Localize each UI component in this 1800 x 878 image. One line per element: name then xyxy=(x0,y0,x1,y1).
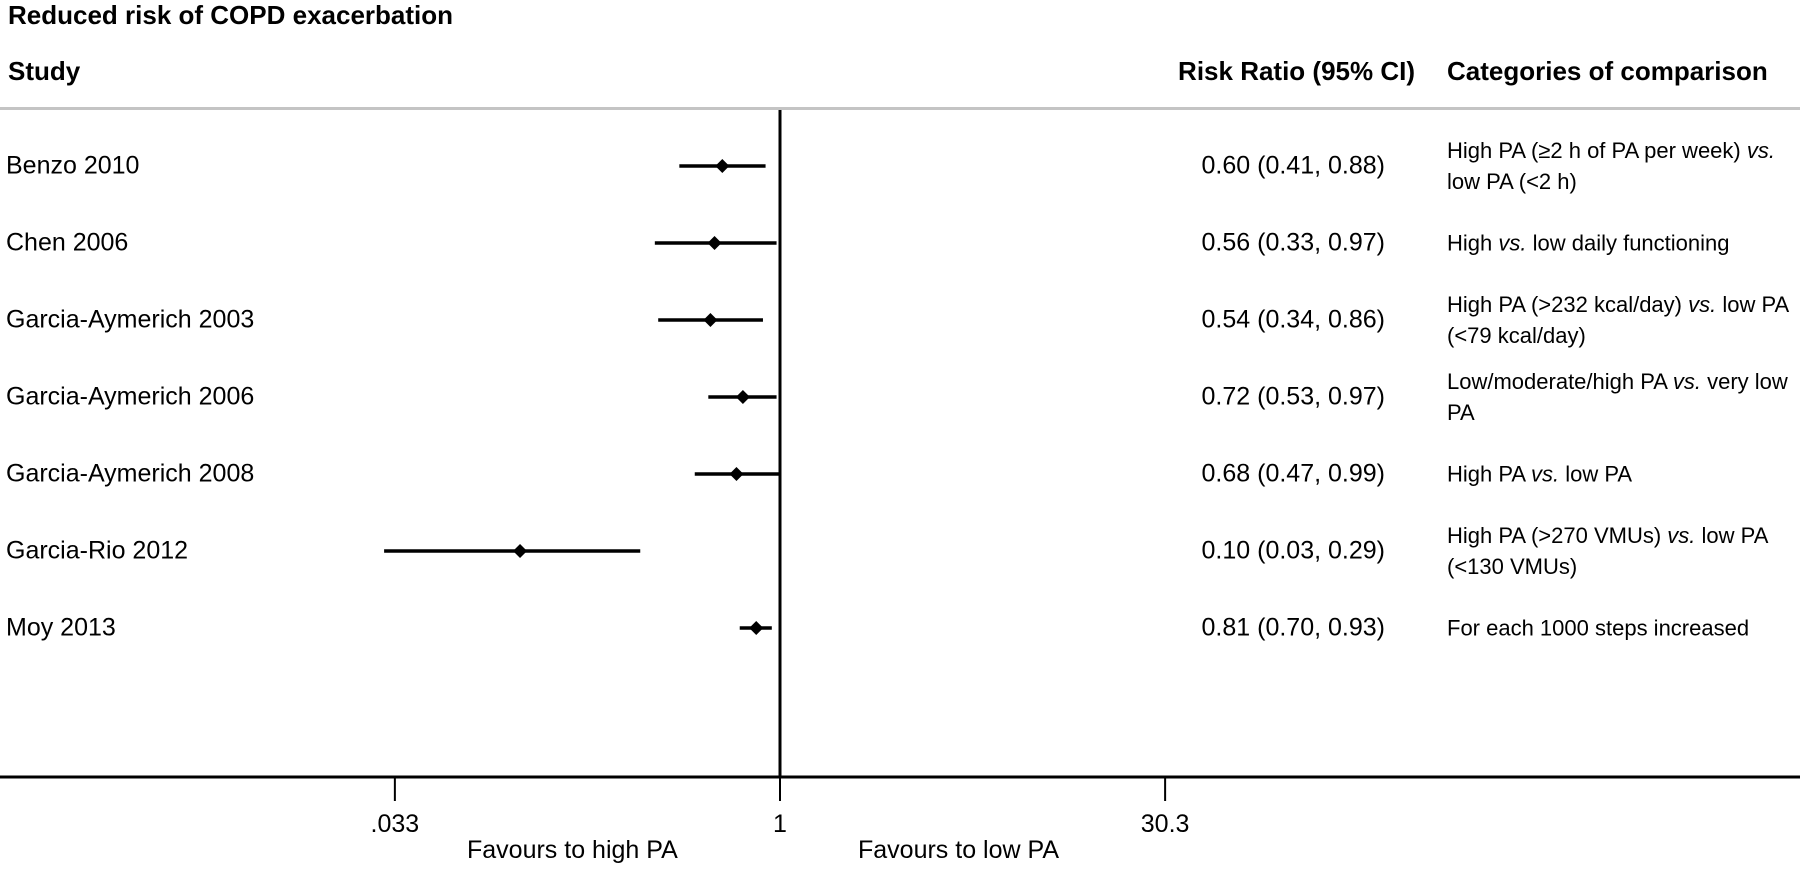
comparison-category: High PA vs. low PA xyxy=(1447,459,1800,490)
favours-low-pa-label: Favours to low PA xyxy=(858,836,1060,864)
favours-high-pa-label: Favours to high PA xyxy=(467,836,678,864)
risk-ratio-value: 0.68 (0.47, 0.99) xyxy=(1201,459,1385,488)
category-italic-text: vs. xyxy=(1688,292,1717,317)
study-name: Garcia-Aymerich 2008 xyxy=(6,459,255,488)
category-text: Low/moderate/high PA xyxy=(1447,369,1673,394)
x-tick-label: 30.3 xyxy=(1141,810,1190,838)
category-italic-text: vs. xyxy=(1498,230,1527,256)
study-column-header: Study xyxy=(8,56,81,86)
comparison-category: For each 1000 steps increased xyxy=(1447,613,1800,644)
category-text: low PA (<130 VMUs) xyxy=(1447,523,1768,579)
category-text: low PA (<2 h) xyxy=(1447,169,1577,194)
risk-ratio-value: 0.72 (0.53, 0.97) xyxy=(1201,382,1385,411)
study-name: Garcia-Aymerich 2006 xyxy=(6,382,255,411)
category-text: High PA xyxy=(1447,461,1531,487)
study-name: Moy 2013 xyxy=(6,613,116,642)
risk-ratio-value: 0.60 (0.41, 0.88) xyxy=(1201,151,1385,180)
risk-ratio-value: 0.54 (0.34, 0.86) xyxy=(1201,305,1385,334)
risk-ratio-value: 0.56 (0.33, 0.97) xyxy=(1201,228,1385,257)
x-tick-label: 1 xyxy=(773,810,787,838)
category-italic-text: vs. xyxy=(1667,523,1696,548)
point-estimate xyxy=(513,544,528,558)
point-estimate xyxy=(749,621,764,635)
comparison-category: High vs. low daily functioning xyxy=(1447,228,1800,259)
category-text: For each 1000 steps increased xyxy=(1447,615,1750,641)
point-estimate xyxy=(735,390,750,404)
comparison-category: High PA (>232 kcal/day) vs. low PA (<79 … xyxy=(1447,289,1800,351)
comparison-category: Low/moderate/high PA vs. very low PA xyxy=(1447,366,1800,428)
categories-column-header: Categories of comparison xyxy=(1447,56,1768,86)
point-estimate xyxy=(703,313,718,327)
point-estimate xyxy=(729,467,744,481)
category-italic-text: vs. xyxy=(1672,369,1701,394)
category-italic-text: vs. xyxy=(1530,461,1560,487)
header-divider xyxy=(0,107,1800,110)
chart-title: Reduced risk of COPD exacerbation xyxy=(8,0,454,30)
risk-ratio-column-header: Risk Ratio (95% CI) xyxy=(1178,56,1415,86)
study-name: Garcia-Aymerich 2003 xyxy=(6,305,255,334)
category-text: very low PA xyxy=(1447,369,1788,425)
point-estimate xyxy=(715,159,730,173)
category-text: low daily functioning xyxy=(1526,230,1730,256)
category-text: High PA (>270 VMUs) xyxy=(1447,523,1668,548)
category-text: low PA (<79 kcal/day) xyxy=(1447,292,1788,348)
category-text: low PA xyxy=(1559,461,1633,487)
category-text: High PA (≥2 h of PA per week) xyxy=(1447,138,1747,163)
study-name: Chen 2006 xyxy=(6,228,129,257)
risk-ratio-value: 0.81 (0.70, 0.93) xyxy=(1201,613,1385,642)
comparison-category: High PA (≥2 h of PA per week) vs. low PA… xyxy=(1447,135,1800,197)
comparison-category: High PA (>270 VMUs) vs. low PA (<130 VMU… xyxy=(1447,520,1800,582)
risk-ratio-value: 0.10 (0.03, 0.29) xyxy=(1201,536,1385,565)
category-italic-text: vs. xyxy=(1746,138,1775,163)
category-text: High PA (>232 kcal/day) xyxy=(1447,292,1689,317)
x-tick-label: .033 xyxy=(371,810,420,838)
study-name: Benzo 2010 xyxy=(6,151,140,180)
study-name: Garcia-Rio 2012 xyxy=(6,536,189,565)
point-estimate xyxy=(707,236,722,250)
category-text: High xyxy=(1447,230,1499,256)
